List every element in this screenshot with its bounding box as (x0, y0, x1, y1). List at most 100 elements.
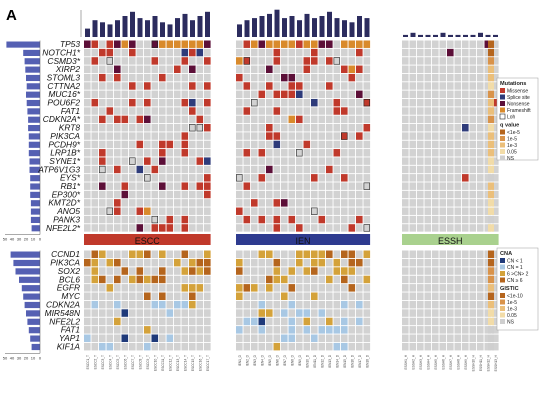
cna-cell (121, 284, 129, 292)
mutation-cell (281, 182, 288, 190)
mutation-cell (151, 73, 159, 82)
mutation-cell (121, 73, 129, 82)
sample-label: IEN12_D (320, 354, 324, 368)
mutation-cell (84, 90, 91, 99)
mutation-cell (251, 82, 258, 90)
cna-cell (189, 326, 196, 334)
cna-cell (462, 342, 469, 351)
cna-cell (114, 267, 121, 275)
mutation-cell (333, 107, 341, 115)
mutation-cell (341, 82, 348, 90)
mutation-cell (243, 215, 251, 224)
top-bar (237, 24, 242, 37)
cna-cell (129, 309, 136, 317)
mutation-cell (311, 98, 318, 107)
cna-cell (462, 250, 469, 258)
mutation-cell (196, 215, 204, 224)
q-value-cell (488, 275, 494, 284)
mutation-cell (432, 90, 439, 99)
top-bar (418, 34, 423, 37)
mutation-cell (477, 82, 484, 90)
cna-cell (266, 309, 273, 317)
mutation-cell (363, 190, 371, 199)
mutation-cell (99, 224, 106, 232)
cna-cell (333, 267, 341, 275)
mutation-cell (432, 57, 439, 65)
mutation-cell (174, 224, 181, 232)
mutation-cell (251, 140, 258, 149)
mutation-cell (84, 165, 91, 174)
gene-label: CSMD3* (47, 56, 80, 66)
mutation-cell (363, 48, 371, 57)
cna-cell (99, 326, 106, 334)
mutation-cell (189, 82, 196, 90)
cna-cell (341, 326, 348, 334)
mutation-cell (196, 48, 204, 57)
mutation-cell (477, 107, 484, 115)
cna-cell (136, 292, 144, 300)
top-bar (252, 18, 257, 37)
mutation-cell (492, 90, 499, 99)
cna-cell (447, 284, 454, 292)
mutation-cell (477, 132, 484, 140)
top-bar (274, 9, 280, 37)
cna-cell (159, 275, 166, 284)
mutation-cell (251, 224, 258, 232)
mutation-cell (114, 149, 121, 157)
mutation-cell (181, 57, 189, 65)
cna-cell (402, 284, 409, 292)
mutation-cell (311, 107, 318, 115)
cna-cell (181, 300, 189, 309)
mutation-cell (166, 82, 174, 90)
cna-cell (477, 334, 484, 342)
frequency-tick: 30 (17, 355, 22, 360)
q-value-cell (488, 267, 494, 275)
mutation-cell (266, 174, 273, 182)
mutation-cell (159, 174, 166, 182)
mutation-cell (424, 182, 432, 190)
mutation-cell (288, 90, 296, 99)
top-bar (433, 34, 438, 37)
frequency-bar (26, 310, 40, 317)
mutation-cell (166, 149, 174, 157)
loh-marker (106, 57, 114, 65)
loh-marker (129, 157, 136, 165)
mutation-cell (166, 182, 174, 190)
cna-cell (174, 317, 181, 326)
mutation-cell (469, 132, 477, 140)
legend-label: CN < 1 (507, 259, 523, 265)
cna-cell (129, 326, 136, 334)
mutation-cell (174, 107, 181, 115)
mutation-cell (311, 199, 318, 207)
mutation-cell (409, 124, 417, 132)
mutation-cell (159, 90, 166, 99)
cna-cell (144, 292, 151, 300)
mutation-cell (151, 215, 159, 224)
legend-swatch (500, 136, 505, 141)
mutation-cell (447, 199, 454, 207)
mutation-cell (281, 98, 288, 107)
mutation-cell (326, 132, 333, 140)
mutation-cell (91, 165, 99, 174)
cna-cell (477, 300, 484, 309)
group-label-ien: IEN (296, 236, 311, 246)
mutation-cell (106, 115, 114, 124)
mutation-cell (288, 182, 296, 190)
mutation-cell (477, 190, 484, 199)
mutation-cell (99, 65, 106, 73)
mutation-cell (204, 57, 211, 65)
mutation-cell (129, 165, 136, 174)
mutation-cell (424, 149, 432, 157)
q-value-cell (488, 124, 494, 132)
cna-cell (288, 275, 296, 284)
cna-cell (136, 258, 144, 267)
cna-cell (311, 334, 318, 342)
frequency-bar (31, 343, 40, 351)
cna-cell (318, 284, 326, 292)
mutation-cell (189, 149, 196, 157)
top-bar (182, 13, 188, 37)
mutation-cell (484, 124, 492, 132)
cna-cell (303, 300, 311, 309)
group-bar-ien (236, 234, 371, 245)
loh-marker (296, 149, 303, 157)
